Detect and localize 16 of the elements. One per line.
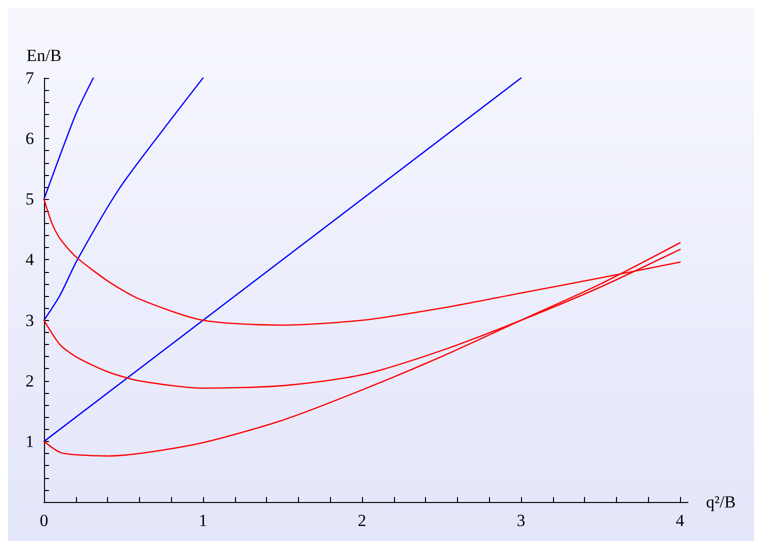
y-tick-label: 4 (26, 250, 34, 270)
y-tick-label: 1 (26, 432, 34, 451)
x-tick-label: 3 (516, 511, 526, 530)
x-tick-label: 4 (676, 511, 685, 530)
x-tick-label: 0 (40, 511, 48, 530)
y-tick-label: 5 (26, 190, 34, 209)
line-series (43, 77, 94, 200)
x-axis-title: q²/B (706, 492, 736, 512)
y-tick-label: 7 (26, 68, 34, 88)
x-tick-label: 1 (198, 511, 208, 530)
y-tick-label: 2 (26, 371, 34, 390)
y-axis-title: En/B (26, 46, 62, 65)
line-series (43, 77, 204, 321)
y-tick-label: 3 (26, 310, 34, 330)
y-tick-label: 6 (26, 129, 34, 148)
x-tick-label: 2 (358, 511, 366, 530)
